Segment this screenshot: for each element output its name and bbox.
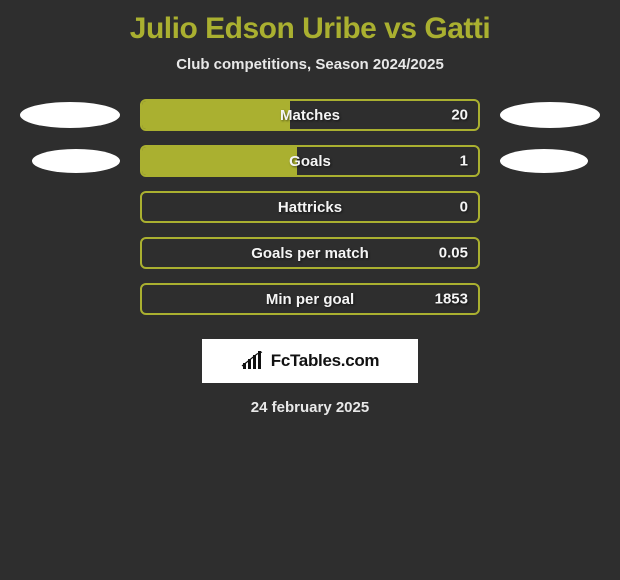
player-marker	[500, 102, 600, 128]
stat-right-value: 20	[451, 107, 468, 124]
stat-label: Min per goal	[266, 291, 354, 308]
brand-text: FcTables.com	[271, 351, 380, 371]
stat-label: Goals	[289, 153, 331, 170]
stat-row: Goals 1	[0, 145, 620, 177]
stat-bar: Hattricks 0	[140, 191, 480, 223]
stat-bar: Goals per match 0.05	[140, 237, 480, 269]
stat-bar: Goals 1	[140, 145, 480, 177]
bar-chart-icon	[241, 351, 265, 371]
stat-row: Matches 20	[0, 99, 620, 131]
stat-label: Goals per match	[251, 245, 369, 262]
stat-bar: Min per goal 1853	[140, 283, 480, 315]
stat-right-value: 0	[460, 199, 468, 216]
player-marker	[500, 149, 588, 173]
date-label: 24 february 2025	[0, 399, 620, 416]
stat-bar-fill	[142, 101, 290, 129]
stat-right-value: 0.05	[439, 245, 468, 262]
stat-bar: Matches 20	[140, 99, 480, 131]
left-player-marker-slot	[20, 286, 120, 312]
subtitle: Club competitions, Season 2024/2025	[0, 56, 620, 73]
brand-badge[interactable]: FcTables.com	[202, 339, 418, 383]
player-marker	[32, 149, 120, 173]
right-player-marker-slot	[500, 240, 600, 266]
stat-label: Hattricks	[278, 199, 342, 216]
left-player-marker-slot	[20, 240, 120, 266]
player-marker	[20, 102, 120, 128]
stats-list: Matches 20 Goals 1 Hattricks 0 Goals per	[0, 99, 620, 315]
stat-right-value: 1853	[435, 291, 468, 308]
comparison-card: Julio Edson Uribe vs Gatti Club competit…	[0, 0, 620, 416]
right-player-marker-slot	[500, 286, 600, 312]
stat-row: Min per goal 1853	[0, 283, 620, 315]
stat-row: Hattricks 0	[0, 191, 620, 223]
stat-right-value: 1	[460, 153, 468, 170]
page-title: Julio Edson Uribe vs Gatti	[0, 12, 620, 46]
stat-label: Matches	[280, 107, 340, 124]
stat-row: Goals per match 0.05	[0, 237, 620, 269]
left-player-marker-slot	[20, 194, 120, 220]
stat-bar-fill	[142, 147, 297, 175]
right-player-marker-slot	[500, 194, 600, 220]
